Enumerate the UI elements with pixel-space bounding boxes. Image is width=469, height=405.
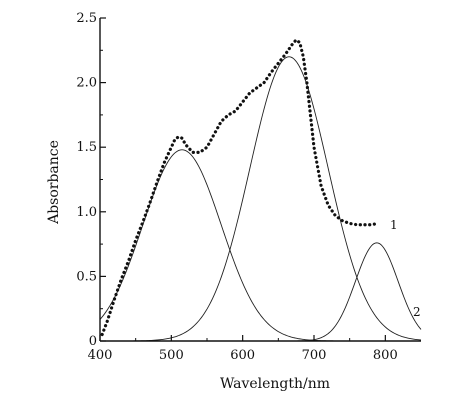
series-2-label: 2 xyxy=(413,305,421,319)
series-1-label: 1 xyxy=(390,218,398,232)
y-tick-label: 1.5 xyxy=(76,140,97,155)
x-tick-label: 500 xyxy=(159,348,184,363)
y-tick-label: 2.0 xyxy=(76,76,97,91)
axes-layer xyxy=(99,18,421,342)
component-curve-2 xyxy=(100,56,422,342)
x-tick-label: 600 xyxy=(230,348,255,363)
series-1-dotted-line xyxy=(100,37,380,337)
y-tick-label: 0 xyxy=(89,334,97,349)
y-axis-label: Absorbance xyxy=(46,140,62,225)
y-tick-label: 1.0 xyxy=(76,205,97,220)
y-tick-label: 2.5 xyxy=(76,11,97,26)
x-tick-label: 800 xyxy=(373,348,398,363)
y-tick-label: 0.5 xyxy=(76,269,97,284)
x-axis-label: Wavelength/nm xyxy=(220,376,330,392)
component-curve-3 xyxy=(100,242,422,342)
x-tick-label: 400 xyxy=(88,348,113,363)
x-tick-label: 700 xyxy=(302,348,327,363)
ticks-layer: 400 500 600 700 800 0 0.5 1.0 1.5 2.0 2.5 xyxy=(76,11,397,363)
curves-layer xyxy=(99,37,422,342)
labels-layer: Wavelength/nm Absorbance 1 2 xyxy=(46,140,421,392)
